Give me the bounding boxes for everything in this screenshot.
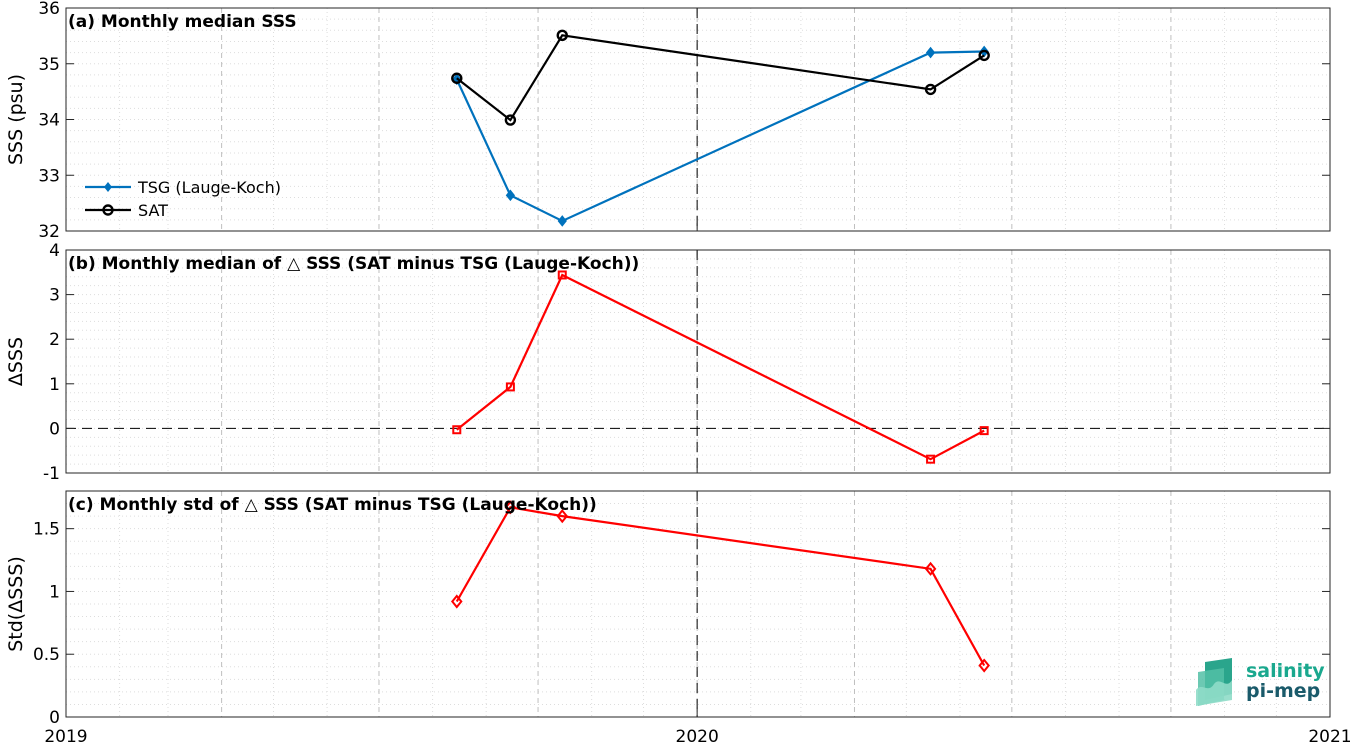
salinity-logo-icon [1196,658,1232,706]
y-axis-label: Std(ΔSSS) [5,556,27,652]
data-point [979,426,989,436]
y-tick-label: 33 [38,166,60,186]
data-point [450,594,463,609]
y-tick-label: 0 [49,708,60,728]
data-point [504,114,517,126]
data-point [505,189,516,202]
grid [66,250,1330,473]
legend-marker [102,204,114,216]
legend-marker [104,182,112,192]
grid [66,491,1330,717]
logo-line-2: pi-mep [1246,680,1320,702]
data-point [556,509,569,524]
y-tick-label: 4 [49,241,60,261]
y-tick-label: 0 [49,419,60,439]
data-point [926,454,936,464]
axes-box [65,249,1331,474]
panel-title: (a) Monthly median SSS [68,12,297,32]
data-point [557,215,567,227]
data-point [924,83,937,96]
y-tick-label: 36 [38,0,60,19]
data-point [978,658,990,673]
y-axis-label: ΔSSS [5,337,27,386]
y-axis-label: SSS (psu) [5,74,27,165]
x-tick-label: 2020 [676,727,719,745]
logo-line-1: salinity [1246,660,1325,682]
data-point [452,425,462,435]
data-point [925,46,936,59]
axes-box [65,490,1331,718]
series-1 [450,500,990,673]
data-point [556,29,568,42]
y-tick-label: 34 [38,111,60,131]
legend: TSG (Lauge-Koch) SAT [85,178,281,220]
y-tick-label: 35 [38,55,60,75]
y-tick-label: 3 [49,286,60,306]
series-line [456,34,985,122]
y-tick-label: 1.5 [33,520,60,540]
panel-title: (b) Monthly median of △ SSS (SAT minus T… [68,254,639,274]
data-point [505,382,515,392]
data-point [451,72,463,84]
y-tick-label: 1 [49,582,60,602]
series-1 [452,45,989,227]
data-point [557,270,567,280]
y-tick-label: 1 [49,375,60,395]
x-tick-label: 2019 [44,727,87,745]
logo: salinity pi-mep [1196,658,1325,706]
grid [66,8,1330,231]
y-tick-label: 32 [38,222,60,242]
series-1 [452,270,989,464]
series-2 [451,29,990,126]
legend-label: SAT [138,201,168,220]
y-tick-label: -1 [43,464,60,484]
panel-3: 0 0.5 1 1.5 Std(ΔSSS) (c) Monthly std of △ SS… [5,490,1331,728]
x-tick-labels: 2019 2020 2021 [44,727,1351,745]
panel-title: (c) Monthly std of △ SSS (SAT minus TSG … [68,495,597,515]
legend-label: TSG (Lauge-Koch) [137,178,281,197]
series-line [455,506,986,667]
panel-1: 32 33 34 35 36 SSS (psu) (a) Monthly median SS… [5,0,1331,242]
data-point [504,500,517,515]
x-tick-label: 2021 [1308,727,1351,745]
data-point [924,561,937,576]
panel-2: -1 0 1 2 3 4 ΔSSS (b) Monthly median of △ SSS (… [5,241,1331,484]
series-line [456,273,985,461]
data-point [978,49,990,62]
y-tick-label: 2 [49,330,60,350]
y-tick-label: 0.5 [33,645,60,665]
